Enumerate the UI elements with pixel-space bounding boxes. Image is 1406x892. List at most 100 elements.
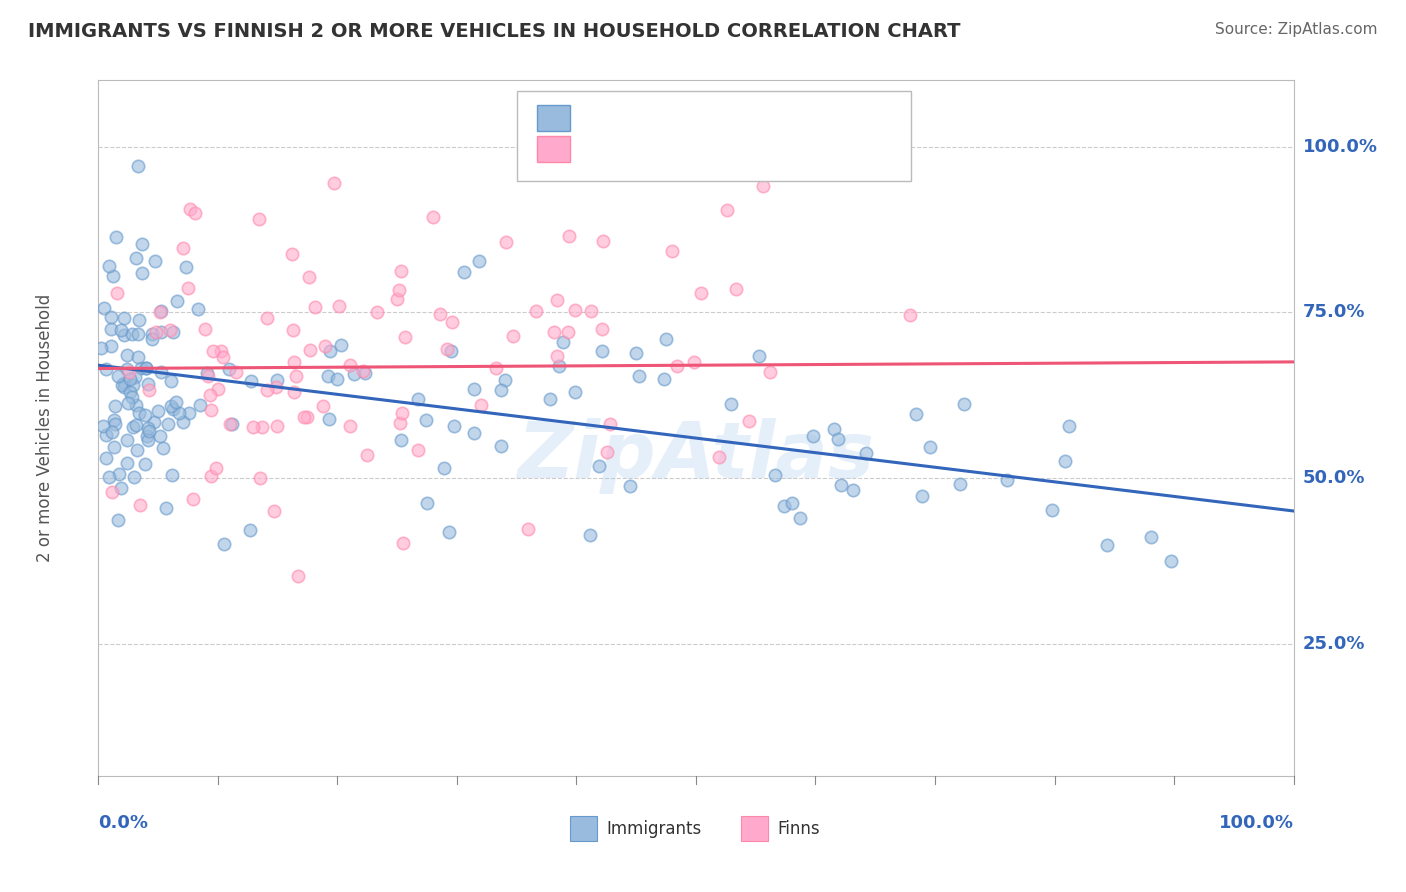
Point	[125, 398, 148, 412]
Point	[665, 359, 688, 373]
Point	[212, 537, 235, 551]
Point	[526, 304, 548, 318]
Point	[128, 313, 150, 327]
Point	[263, 504, 285, 518]
Point	[591, 322, 613, 336]
Point	[682, 355, 704, 369]
Point	[264, 379, 287, 393]
Point	[218, 417, 240, 431]
Point	[138, 383, 160, 397]
Point	[207, 382, 229, 396]
Point	[564, 384, 586, 399]
Point	[823, 422, 845, 436]
Point	[356, 448, 378, 462]
Point	[953, 397, 976, 411]
Point	[256, 311, 278, 326]
Point	[579, 303, 602, 318]
Point	[159, 374, 181, 388]
Point	[366, 304, 388, 318]
Point	[166, 293, 188, 308]
Point	[146, 403, 169, 417]
Point	[103, 440, 125, 454]
Point	[763, 468, 786, 483]
Point	[415, 412, 437, 426]
Point	[94, 450, 117, 465]
FancyBboxPatch shape	[517, 91, 911, 181]
Point	[96, 362, 118, 376]
Point	[389, 434, 412, 448]
Point	[165, 394, 187, 409]
Point	[855, 446, 877, 460]
Point	[502, 329, 524, 343]
Point	[127, 350, 149, 364]
Point	[557, 325, 579, 339]
Point	[292, 409, 315, 424]
Text: R =  0.027: R = 0.027	[582, 140, 700, 160]
Point	[592, 235, 614, 249]
Point	[318, 411, 340, 425]
Point	[440, 343, 463, 358]
Text: Immigrants: Immigrants	[606, 820, 702, 838]
Point	[716, 203, 738, 218]
Point	[136, 376, 159, 391]
Point	[149, 305, 172, 319]
Point	[174, 260, 197, 274]
Point	[104, 417, 127, 432]
Point	[463, 382, 485, 396]
Point	[394, 330, 416, 344]
Point	[655, 332, 678, 346]
Point	[628, 369, 651, 384]
Point	[389, 416, 412, 430]
Point	[125, 417, 148, 432]
Point	[107, 369, 129, 384]
Point	[558, 229, 581, 244]
Point	[159, 400, 181, 414]
Point	[104, 230, 127, 244]
Point	[827, 432, 849, 446]
Point	[136, 421, 159, 435]
Text: Finns: Finns	[778, 820, 820, 838]
Point	[995, 474, 1018, 488]
Point	[689, 285, 711, 300]
Point	[110, 481, 132, 495]
Point	[239, 374, 262, 388]
Point	[898, 308, 921, 322]
Text: 100.0%: 100.0%	[1219, 814, 1294, 832]
Point	[780, 495, 803, 509]
Point	[141, 326, 163, 341]
Point	[105, 286, 128, 301]
Point	[443, 419, 465, 434]
Point	[1053, 454, 1076, 468]
Point	[107, 513, 129, 527]
Point	[830, 478, 852, 492]
Point	[422, 210, 444, 224]
Point	[724, 282, 747, 296]
Point	[318, 344, 340, 359]
Point	[121, 420, 143, 434]
Point	[281, 323, 304, 337]
Point	[112, 379, 135, 393]
Point	[209, 343, 232, 358]
Point	[118, 365, 141, 379]
Point	[120, 385, 142, 400]
Point	[591, 343, 613, 358]
Point	[127, 443, 149, 458]
Point	[200, 468, 222, 483]
Text: Source: ZipAtlas.com: Source: ZipAtlas.com	[1215, 22, 1378, 37]
Point	[172, 415, 194, 429]
Point	[100, 339, 122, 353]
Point	[124, 370, 146, 384]
Text: 25.0%: 25.0%	[1303, 634, 1365, 653]
Point	[127, 326, 149, 341]
Text: N = 152: N = 152	[748, 109, 830, 128]
Point	[433, 461, 456, 475]
Point	[354, 366, 377, 380]
Point	[117, 395, 139, 409]
Point	[134, 408, 156, 422]
Text: ZipAtlas: ZipAtlas	[517, 418, 875, 494]
Point	[1095, 538, 1118, 552]
Point	[249, 471, 271, 485]
Point	[149, 429, 172, 443]
Point	[298, 343, 321, 358]
Point	[156, 417, 179, 432]
